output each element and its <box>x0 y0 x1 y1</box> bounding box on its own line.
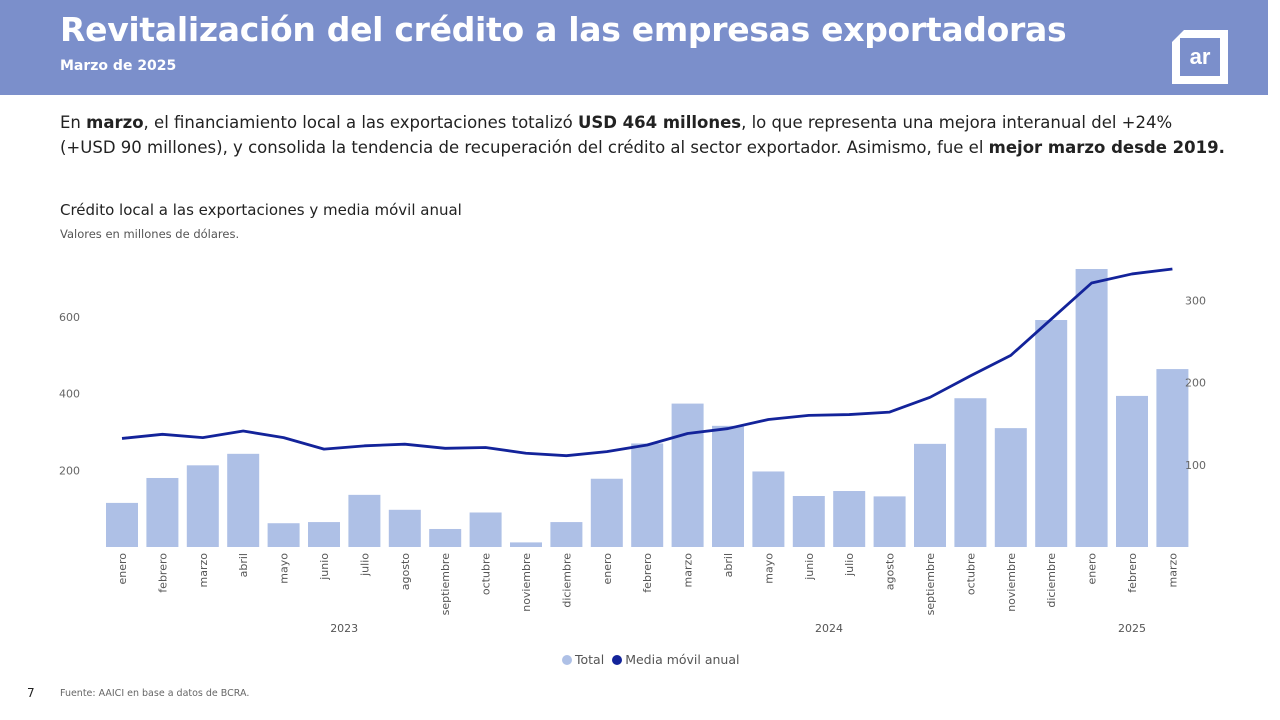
x-tick-5: junio <box>318 553 331 581</box>
x-tick-12: enero <box>601 553 614 585</box>
bar-total-24 <box>1075 269 1108 547</box>
x-tick-4: mayo <box>278 553 291 584</box>
x-tick-6: julio <box>358 553 371 577</box>
bar-total-7 <box>388 509 421 547</box>
x-tick-7: agosto <box>399 553 412 590</box>
bar-total-16 <box>752 471 785 547</box>
legend-media-marker <box>612 655 623 665</box>
legend-total-marker <box>562 655 572 665</box>
bar-total-18 <box>833 491 866 547</box>
x-tick-3: abril <box>237 553 250 577</box>
x-tick-1: febrero <box>156 553 169 593</box>
x-tick-25: febrero <box>1126 553 1139 593</box>
ar-logo-icon: ar <box>1172 30 1228 84</box>
legend-item-total: Total <box>562 652 604 667</box>
x-tick-16: mayo <box>762 553 775 584</box>
x-tick-11: diciembre <box>560 553 573 608</box>
bar-total-5 <box>308 522 340 547</box>
bar-total-3 <box>227 453 260 547</box>
bar-total-23 <box>1035 319 1068 547</box>
chart-title: Crédito local a las exportaciones y medi… <box>60 201 462 219</box>
source-note: Fuente: AAICI en base a datos de BCRA. <box>60 688 250 699</box>
x-tick-26: marzo <box>1166 553 1179 588</box>
bar-total-4 <box>267 523 300 547</box>
y-left-tick-2: 600 <box>59 311 80 324</box>
bar-total-0 <box>106 502 138 547</box>
intro-text-2: , el financiamiento local a las exportac… <box>143 113 578 132</box>
bar-total-2 <box>186 465 219 547</box>
bar-total-26 <box>1156 369 1189 547</box>
intro-text-3: , lo que representa una mejora interanua… <box>60 113 1173 157</box>
x-tick-10: noviembre <box>520 553 533 612</box>
intro-text-1: En <box>60 113 87 132</box>
x-tick-9: octubre <box>480 553 493 595</box>
bar-total-13 <box>631 443 664 547</box>
legend-total-label: Total <box>575 652 605 667</box>
header-banner: Revitalización del crédito a las empresa… <box>0 0 1268 95</box>
bar-total-21 <box>954 398 987 547</box>
x-tick-13: febrero <box>641 553 654 593</box>
year-label-2025: 2025 <box>1118 622 1146 635</box>
intro-bold-2: USD 464 millones <box>577 113 742 132</box>
bar-total-17 <box>792 496 825 547</box>
legend-media-label: Media móvil anual <box>625 652 740 667</box>
chart-subtitle: Valores en millones de dólares. <box>60 227 240 241</box>
page-subtitle: Marzo de 2025 <box>60 58 177 74</box>
bar-total-8 <box>429 528 462 547</box>
x-tick-19: agosto <box>884 553 897 590</box>
bar-total-15 <box>712 425 744 547</box>
bar-total-11 <box>550 522 583 547</box>
intro-bold-1: marzo <box>86 113 144 132</box>
bar-total-9 <box>469 512 502 547</box>
y-left-tick-1: 400 <box>59 388 80 401</box>
year-label-2024: 2024 <box>815 622 843 635</box>
x-tick-0: enero <box>116 553 129 585</box>
x-tick-14: marzo <box>682 553 695 588</box>
bar-total-12 <box>590 478 623 547</box>
x-tick-17: junio <box>803 553 816 581</box>
x-tick-18: julio <box>843 553 856 577</box>
bar-total-20 <box>914 443 946 547</box>
x-tick-8: septiembre <box>439 553 452 616</box>
page-number: 7 <box>27 686 35 700</box>
x-tick-22: noviembre <box>1005 553 1018 612</box>
bar-total-19 <box>873 496 906 547</box>
bar-total-14 <box>671 403 704 547</box>
logo-text: ar <box>1190 44 1211 69</box>
bar-total-10 <box>510 542 542 547</box>
line-media-movil <box>121 267 1173 458</box>
year-label-2023: 2023 <box>330 622 358 635</box>
x-tick-24: enero <box>1086 553 1099 585</box>
bar-total-22 <box>994 428 1027 547</box>
x-tick-23: diciembre <box>1045 553 1058 608</box>
x-tick-15: abril <box>722 553 735 577</box>
x-tick-2: marzo <box>197 553 210 588</box>
x-tick-20: septiembre <box>924 553 937 616</box>
legend-item-media: Media móvil anual <box>612 652 739 667</box>
intro-bold-3: mejor marzo desde 2019. <box>988 138 1225 157</box>
y-right-tick-1: 200 <box>1185 377 1206 390</box>
bar-total-6 <box>348 494 381 547</box>
x-tick-21: octubre <box>964 553 977 595</box>
y-right-tick-0: 100 <box>1185 459 1206 472</box>
bar-total-25 <box>1116 395 1148 547</box>
chart-legend: Total Media móvil anual <box>562 652 743 667</box>
bar-total-1 <box>146 477 179 547</box>
intro-paragraph: En marzo, el financiamiento local a las … <box>60 110 1230 160</box>
y-left-tick-0: 200 <box>59 464 80 477</box>
y-right-tick-2: 300 <box>1185 294 1206 307</box>
page-title: Revitalización del crédito a las empresa… <box>60 10 1067 49</box>
